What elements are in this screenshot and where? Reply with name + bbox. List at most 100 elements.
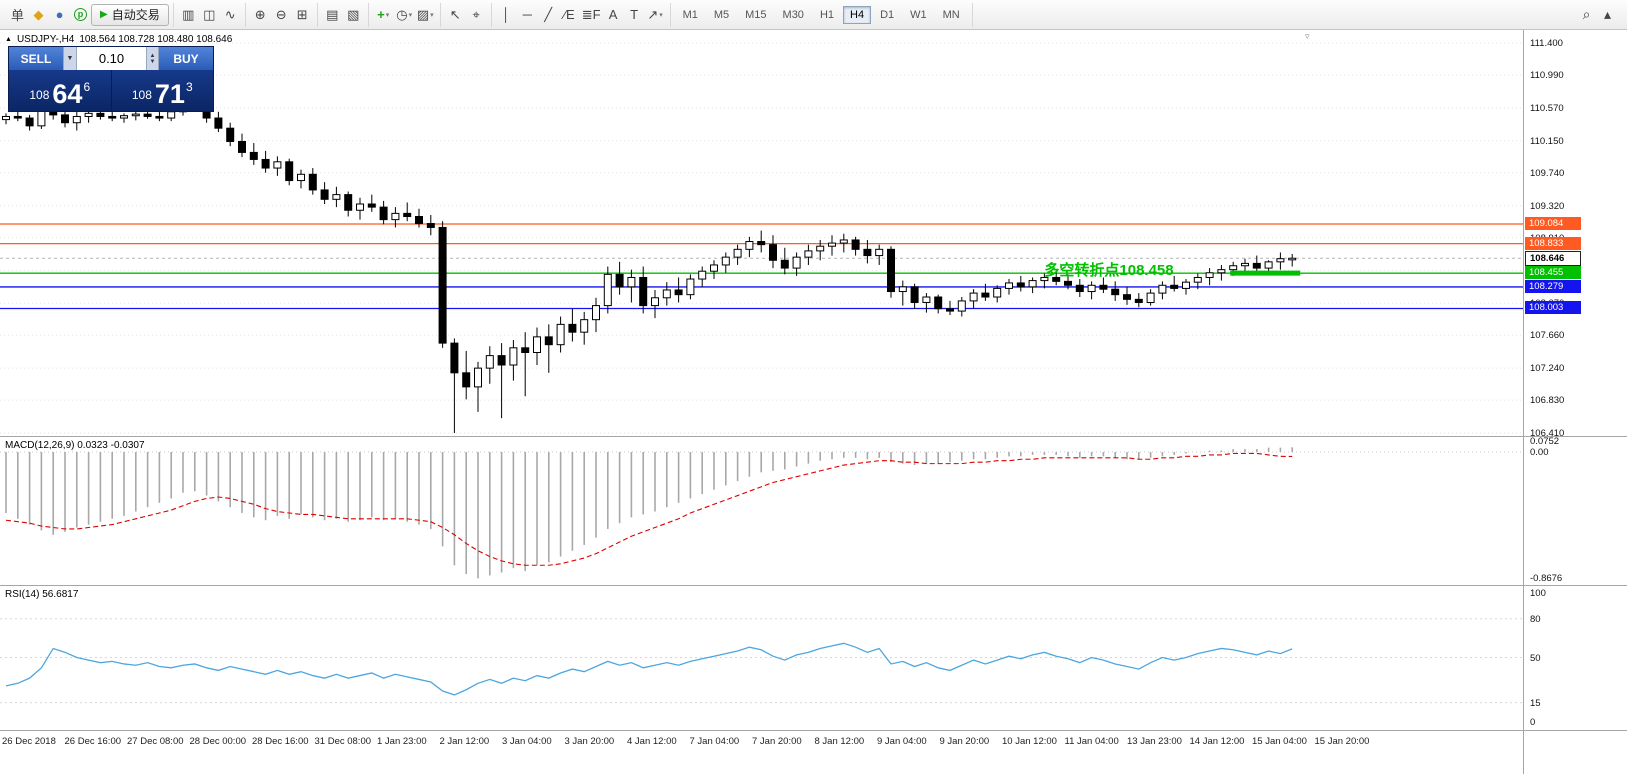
time-axis-label: 9 Jan 04:00 [877, 736, 927, 747]
arrows-tool-icon[interactable]: ↗ ▾ [645, 4, 666, 25]
price-chart-canvas[interactable]: 多空转折点108.458 [0, 30, 1523, 437]
fibonacci-icon[interactable]: ≣F [580, 4, 603, 25]
timeframe-m5[interactable]: M5 [713, 8, 730, 21]
zoom-in-icon[interactable]: ⊕ [250, 4, 271, 25]
community-icon-glyph: p [74, 8, 87, 21]
rsi-gridlines [0, 618, 1523, 704]
buy-price-button[interactable]: 108 71 3 [111, 70, 213, 111]
vertical-line-icon-glyph: │ [502, 7, 511, 22]
rsi-axis-label: 15 [1530, 697, 1541, 709]
text-tool-icon[interactable]: A [603, 4, 624, 25]
periods-icon[interactable]: ◷ ▾ [394, 4, 415, 25]
rsi-canvas[interactable] [0, 586, 1523, 731]
price-tick-label: 109.740 [1530, 167, 1565, 179]
arrange-windows-icon[interactable]: ▤ [322, 4, 343, 25]
chart-symbol-period: USDJPY-,H4 [16, 34, 75, 45]
time-axis-label: 3 Jan 20:00 [564, 736, 615, 747]
toolbar-right-icons: ⌕ ▴ [1576, 4, 1624, 25]
one-click-trading-panel: SELL ▼ 0.10 ▲ ▼ BUY 108 64 6 108 [8, 46, 214, 112]
candlestick-chart-icon[interactable]: ◫ [199, 4, 220, 25]
search-icon[interactable]: ⌕ [1582, 6, 1591, 22]
macd-indicator-pane[interactable]: MACD(12,26,9) 0.0323 -0.0307 [0, 437, 1523, 586]
arrows-tool-icon-caret-icon[interactable]: ▾ [659, 11, 663, 19]
volume-up-icon[interactable]: ▲ [149, 52, 156, 59]
time-axis-label: 7 Jan 04:00 [689, 736, 740, 747]
volume-value: 0.10 [98, 51, 125, 66]
timeframe-m15[interactable]: M15 [745, 8, 767, 21]
metaeditor-icon[interactable]: ◆ [28, 4, 49, 25]
crosshair-icon[interactable]: ⌖ [466, 4, 487, 25]
volume-stepper[interactable]: ▲ ▼ [146, 47, 159, 70]
sell-button[interactable]: SELL [9, 47, 63, 70]
zoom-out-icon[interactable]: ⊖ [271, 4, 292, 25]
trendline-icon[interactable]: ╱ [538, 4, 559, 25]
macd-canvas[interactable] [0, 437, 1523, 586]
autotrading-play-icon: ▶ [100, 9, 108, 20]
macd-label: MACD(12,26,9) 0.0323 -0.0307 [5, 440, 145, 451]
periods-icon-caret-icon[interactable]: ▾ [408, 11, 413, 19]
timeframe-w1[interactable]: W1 [910, 8, 927, 21]
chart-marker-icon: ▲ [5, 36, 12, 43]
timeframe-h1[interactable]: H1 [819, 8, 834, 21]
cascade-windows-icon[interactable]: ▧ [343, 4, 364, 25]
scroll-to-latest-marker[interactable]: ▿ [1305, 31, 1310, 41]
price-chart-pane[interactable]: 多空转折点108.458 ▲ USDJPY-,H4 108.564 108.72… [0, 30, 1523, 437]
line-chart-icon[interactable]: ∿ [220, 4, 241, 25]
text-tool-icon-glyph: A [608, 7, 618, 22]
timeframe-d1[interactable]: D1 [880, 8, 895, 21]
label-tool-icon[interactable]: T [624, 4, 645, 25]
chart-ohlc-values: 108.564 108.728 108.480 108.646 [79, 34, 233, 45]
timeframe-mn[interactable]: MN [942, 8, 960, 21]
timeframe-m30[interactable]: M30 [782, 8, 804, 21]
templates-icon[interactable]: ▨ ▾ [415, 4, 436, 25]
templates-icon-caret-icon[interactable]: ▾ [430, 11, 434, 19]
price-tick-label: 110.990 [1530, 70, 1564, 82]
bar-chart-icon[interactable]: ▥ [178, 4, 199, 25]
chart-title: ▲ USDJPY-,H4 108.564 108.728 108.480 108… [5, 34, 232, 45]
market-watch-icon[interactable]: ● [49, 4, 70, 25]
periods-icon-glyph: ◷ [396, 6, 408, 22]
buy-price-pip: 3 [185, 80, 193, 94]
pane-separator[interactable] [0, 730, 1627, 731]
time-axis-label: 7 Jan 20:00 [752, 736, 802, 747]
fibonacci-icon-glyph: ≣F [581, 6, 601, 22]
volume-input[interactable]: 0.10 [77, 47, 146, 70]
buy-button[interactable]: BUY [159, 47, 213, 70]
timeframe-toolbar: M1 M5 M15 M30 H1 H4 D1 W1 MN [671, 2, 973, 27]
price-axis[interactable]: 111.400 110.990 110.570 110.150 109.740 109.3… [1523, 30, 1627, 774]
horizontal-line-icon[interactable]: ─ [517, 4, 538, 25]
time-axis-label: 2 Jan 12:00 [439, 736, 490, 747]
rsi-line [5, 642, 1293, 696]
vertical-line-icon[interactable]: │ [496, 4, 517, 25]
volume-dropdown-icon[interactable]: ▼ [63, 47, 77, 70]
time-axis[interactable]: 26 Dec 2018 26 Dec 16:00 27 Dec 08:00 28 De… [0, 731, 1523, 774]
volume-down-icon[interactable]: ▼ [149, 58, 156, 65]
autotrading-button[interactable]: ▶ 自动交易 [91, 3, 169, 26]
tile-windows-icon[interactable]: ⊞ [292, 4, 313, 25]
time-axis-label: 8 Jan 12:00 [814, 736, 865, 747]
rsi-indicator-pane[interactable]: RSI(14) 56.6817 [0, 586, 1523, 731]
timeframe-m1[interactable]: M1 [682, 8, 698, 21]
community-icon[interactable]: p [70, 4, 91, 25]
time-axis-label: 14 Jan 12:00 [1189, 736, 1245, 747]
sell-price-button[interactable]: 108 64 6 [9, 70, 111, 111]
cascade-windows-icon-glyph: ▧ [347, 6, 360, 22]
pane-separator[interactable] [0, 436, 1627, 437]
pivot-annotation-text[interactable]: 多空转折点108.458 [1044, 261, 1173, 279]
new-order-button[interactable]: 单 [7, 4, 28, 25]
timeframe-h4[interactable]: H4 [843, 5, 872, 24]
pane-separator[interactable] [0, 585, 1627, 586]
rsi-axis-label: 100 [1530, 588, 1546, 599]
time-axis-label: 26 Dec 2018 [2, 736, 56, 747]
time-axis-label: 1 Jan 23:00 [377, 736, 427, 747]
help-icon[interactable]: ▴ [1603, 6, 1612, 22]
macd-signal-line [5, 452, 1293, 566]
indicators-icon-caret-icon[interactable]: ▾ [385, 11, 390, 19]
cursor-icon[interactable]: ↖ [445, 4, 466, 25]
price-tick-label: 109.320 [1530, 200, 1565, 212]
indicators-icon[interactable]: + ▾ [373, 4, 394, 25]
market-watch-icon-glyph: ● [55, 7, 64, 22]
equidistant-channel-icon[interactable]: ∕E [559, 4, 580, 25]
bid-price-badge: 108.646 [1525, 251, 1581, 267]
tile-windows-icon-glyph: ⊞ [296, 6, 308, 22]
